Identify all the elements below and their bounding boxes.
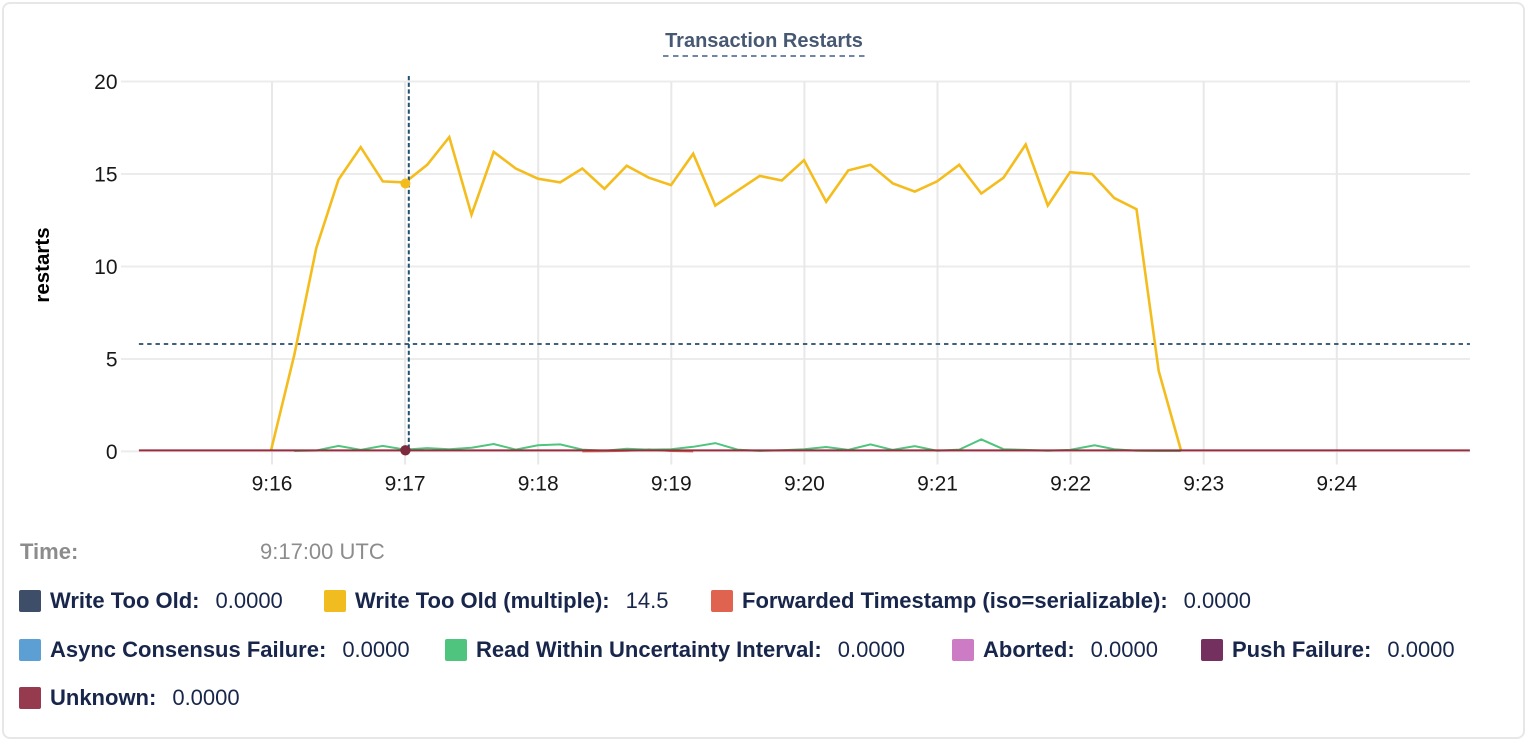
svg-text:5: 5 bbox=[106, 349, 118, 372]
svg-text:9:17: 9:17 bbox=[385, 472, 426, 495]
svg-text:9:22: 9:22 bbox=[1050, 472, 1091, 495]
svg-text:9:16: 9:16 bbox=[252, 472, 293, 495]
svg-text:restarts: restarts bbox=[31, 227, 54, 302]
svg-text:0: 0 bbox=[106, 441, 118, 464]
svg-text:9:19: 9:19 bbox=[651, 472, 692, 495]
svg-text:9:24: 9:24 bbox=[1316, 472, 1357, 495]
svg-text:9:21: 9:21 bbox=[917, 472, 958, 495]
svg-text:9:20: 9:20 bbox=[784, 472, 825, 495]
svg-text:15: 15 bbox=[94, 164, 117, 187]
svg-text:9:18: 9:18 bbox=[518, 472, 559, 495]
svg-text:10: 10 bbox=[94, 256, 117, 279]
svg-text:9:23: 9:23 bbox=[1183, 472, 1224, 495]
svg-text:20: 20 bbox=[94, 71, 117, 94]
